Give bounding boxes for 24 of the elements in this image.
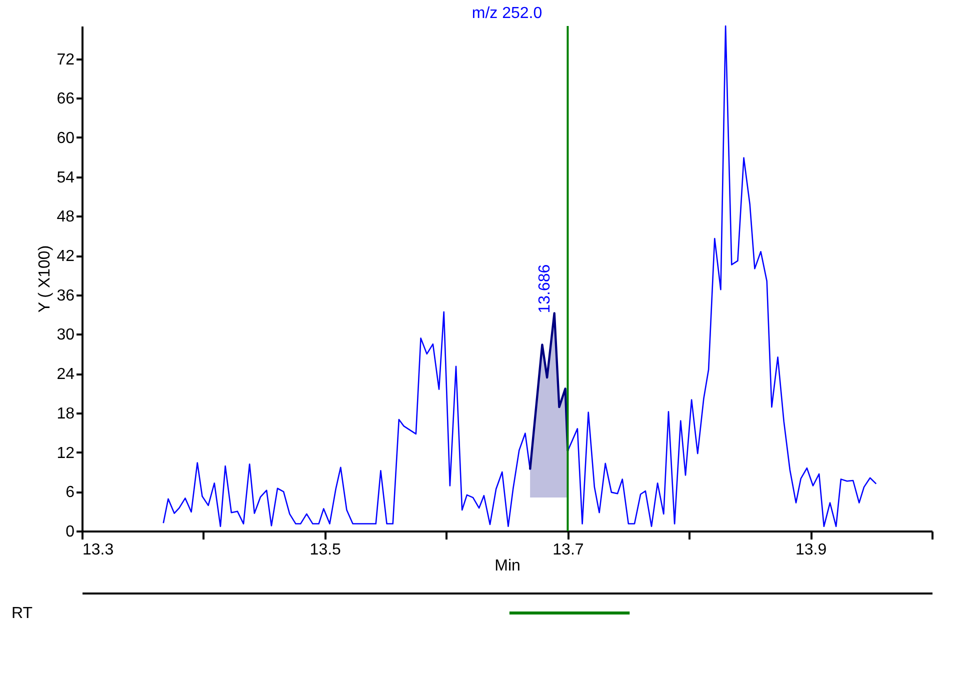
y-tick-label: 6 <box>66 484 75 502</box>
x-tick-label: 13.7 <box>552 542 584 558</box>
x-tick-label: 13.5 <box>310 542 342 558</box>
y-tick-label: 12 <box>56 444 75 462</box>
y-tick-label: 24 <box>56 366 75 384</box>
x-axis-title: Min <box>494 558 520 574</box>
y-tick-label: 60 <box>56 130 75 147</box>
y-tick-label: 66 <box>56 90 75 108</box>
line-series <box>528 312 569 470</box>
y-tick-label: 48 <box>56 208 75 226</box>
y-tick-label: RT <box>11 605 33 622</box>
chart-title: m/z 252.0 <box>472 5 542 22</box>
annotation: 13.686 <box>536 264 554 314</box>
y-tick-label: 18 <box>56 405 75 422</box>
y-axis-title: Y ( X100) <box>36 245 54 313</box>
y-tick-label: 30 <box>56 326 75 344</box>
y-tick-label: 54 <box>56 169 75 186</box>
y-tick-label: 42 <box>56 248 75 266</box>
y-tick-label: 72 <box>56 51 75 68</box>
x-tick-label: 13.9 <box>796 542 827 558</box>
y-tick-label: 0 <box>66 524 75 540</box>
line-series <box>162 25 877 528</box>
x-tick-label: 13.3 <box>82 542 114 558</box>
y-tick-label: 36 <box>56 287 75 304</box>
